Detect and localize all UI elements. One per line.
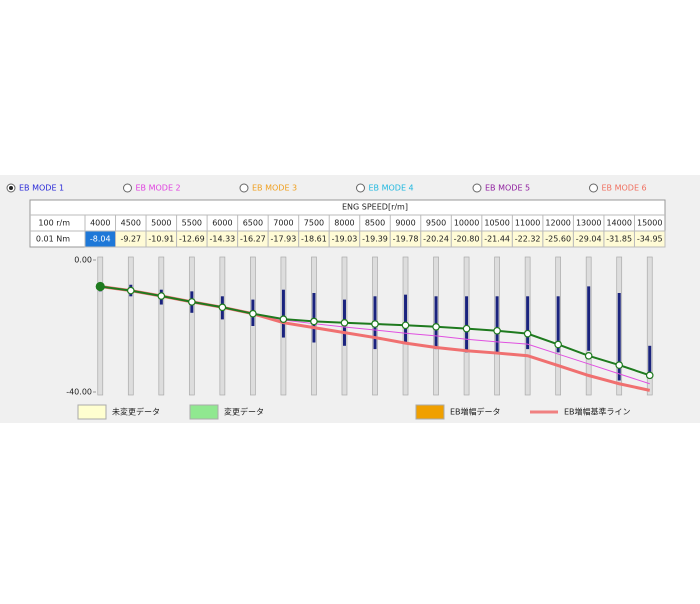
speed-label: 11000: [515, 219, 540, 228]
speed-label: 14000: [606, 219, 631, 228]
speed-label: 6500: [243, 219, 263, 228]
slider-track[interactable]: [127, 256, 134, 396]
speed-label: 15000: [637, 219, 662, 228]
mode-radio[interactable]: [123, 183, 132, 193]
value-label[interactable]: -34.95: [637, 235, 663, 244]
value-label[interactable]: -16.27: [240, 235, 266, 244]
speed-label: 5500: [182, 219, 202, 228]
slider-track[interactable]: [188, 256, 195, 396]
value-label[interactable]: -25.60: [545, 235, 571, 244]
data-point[interactable]: [126, 286, 135, 295]
mode-radio-dot: [9, 186, 13, 190]
slider-track[interactable]: [646, 256, 653, 396]
data-point[interactable]: [310, 317, 318, 326]
mode-label[interactable]: EB MODE 5: [485, 184, 530, 193]
data-point[interactable]: [95, 281, 105, 292]
speed-label: 8500: [365, 219, 385, 228]
data-point[interactable]: [157, 292, 166, 300]
y-tick-label: 0.00: [74, 256, 92, 265]
legend-swatch: [189, 404, 219, 420]
slider-track[interactable]: [97, 256, 104, 396]
mode-label[interactable]: EB MODE 6: [602, 184, 647, 193]
speed-label: 4500: [121, 219, 141, 228]
speed-label: 6000: [212, 219, 232, 228]
value-label[interactable]: -14.33: [209, 235, 235, 244]
data-point[interactable]: [249, 309, 257, 318]
legend-label: 変更データ: [224, 407, 264, 417]
value-label[interactable]: -19.78: [393, 235, 419, 244]
legend-swatch: [77, 404, 107, 420]
value-cell[interactable]: [633, 230, 666, 248]
mode-radio[interactable]: [356, 183, 365, 193]
data-point[interactable]: [584, 352, 593, 360]
slider-track[interactable]: [219, 256, 226, 396]
legend-label: 未変更データ: [112, 407, 160, 417]
data-point[interactable]: [523, 329, 532, 338]
value-label[interactable]: -17.93: [271, 235, 297, 244]
row-label: 0.01 Nm: [36, 235, 70, 244]
row-label: 100 r/m: [38, 219, 70, 228]
data-point[interactable]: [645, 371, 654, 380]
data-point[interactable]: [615, 361, 624, 369]
legend-label: EB増幅基準ライン: [564, 407, 631, 417]
data-point[interactable]: [188, 298, 196, 306]
data-point[interactable]: [432, 322, 440, 331]
speed-label: 13000: [576, 219, 601, 228]
mode-label[interactable]: EB MODE 1: [19, 184, 64, 193]
value-label[interactable]: -20.80: [454, 235, 480, 244]
value-label[interactable]: -19.03: [332, 235, 358, 244]
speed-label: 5000: [151, 219, 171, 228]
data-point[interactable]: [371, 320, 379, 328]
value-label[interactable]: -8.04: [90, 235, 111, 244]
mode-label[interactable]: EB MODE 3: [252, 184, 297, 193]
value-label[interactable]: -19.39: [362, 235, 388, 244]
legend-label: EB増幅データ: [450, 407, 501, 417]
value-label[interactable]: -9.27: [120, 235, 141, 244]
speed-label: 10500: [484, 219, 509, 228]
speed-label: 7500: [304, 219, 324, 228]
speed-label: 10000: [454, 219, 479, 228]
table-title: ENG SPEED[r/m]: [342, 203, 408, 212]
data-point[interactable]: [340, 318, 349, 327]
data-point[interactable]: [554, 340, 562, 349]
speed-label: 9000: [395, 219, 415, 228]
speed-label: 9500: [426, 219, 446, 228]
mode-radio[interactable]: [239, 183, 249, 193]
data-point[interactable]: [218, 303, 227, 312]
data-point[interactable]: [462, 324, 471, 333]
mode-radio[interactable]: [472, 183, 482, 193]
value-label[interactable]: -12.69: [179, 235, 205, 244]
data-point[interactable]: [279, 315, 288, 323]
mode-label[interactable]: EB MODE 4: [369, 184, 414, 193]
speed-label: 12000: [545, 219, 570, 228]
speed-label: 8000: [334, 219, 354, 228]
data-point[interactable]: [493, 326, 501, 335]
value-label[interactable]: -10.91: [148, 235, 174, 244]
value-label[interactable]: -29.04: [576, 235, 602, 244]
mode-label[interactable]: EB MODE 2: [136, 184, 181, 193]
speed-label: 7000: [273, 219, 293, 228]
value-label[interactable]: -18.61: [301, 235, 327, 244]
slider-track[interactable]: [158, 256, 165, 396]
mode-radio[interactable]: [589, 183, 598, 193]
value-label[interactable]: -22.32: [515, 235, 541, 244]
value-label[interactable]: -20.24: [423, 235, 449, 244]
legend-swatch: [415, 404, 445, 420]
value-label[interactable]: -31.85: [606, 235, 632, 244]
value-label[interactable]: -21.44: [484, 235, 510, 244]
speed-label: 4000: [90, 219, 110, 228]
y-tick-label: -40.00: [66, 388, 92, 397]
data-point[interactable]: [401, 321, 410, 330]
